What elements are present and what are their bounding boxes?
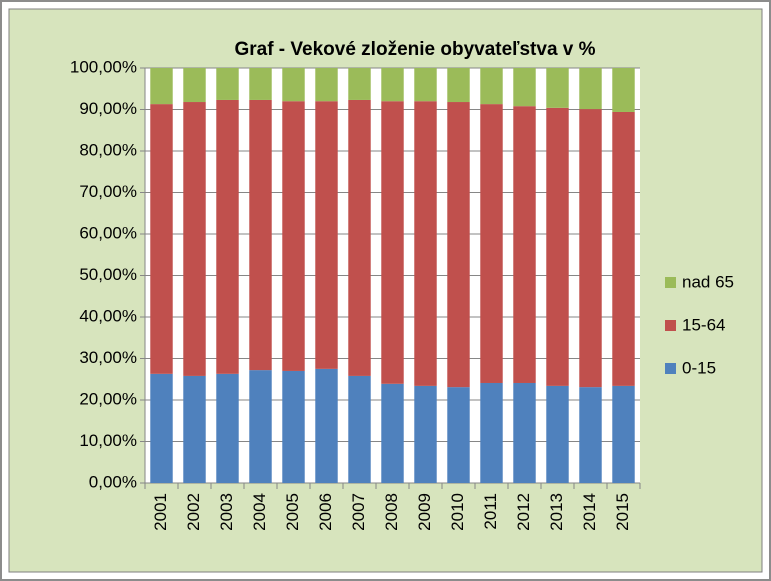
bar-segment	[546, 68, 569, 108]
bar-segment	[249, 370, 272, 483]
bar-segment	[183, 102, 206, 376]
legend-swatch	[665, 320, 676, 331]
legend-swatch	[665, 277, 676, 288]
bar-segment	[513, 382, 536, 483]
bar-segment	[579, 387, 602, 483]
y-tick-label: 100,00%	[70, 57, 137, 76]
bar-segment	[414, 68, 437, 102]
bar-segment	[315, 101, 338, 369]
bar-segment	[414, 385, 437, 483]
x-tick-label: 2006	[316, 493, 335, 531]
bar-segment	[447, 387, 470, 483]
y-tick-label: 50,00%	[79, 265, 137, 284]
bar-segment	[282, 101, 305, 371]
bar-segment	[150, 68, 173, 105]
x-tick-label: 2004	[250, 493, 269, 531]
legend-swatch	[665, 363, 676, 374]
bar-segment	[513, 68, 536, 107]
legend-label: 0-15	[682, 358, 716, 377]
bar-segment	[249, 68, 272, 100]
bar-segment	[546, 107, 569, 386]
bar-segment	[447, 68, 470, 103]
bar-segment	[315, 68, 338, 102]
bar-segment	[282, 370, 305, 483]
bar-segment	[480, 68, 503, 105]
x-tick-label: 2003	[217, 493, 236, 531]
bar-segment	[513, 106, 536, 383]
x-tick-label: 2015	[613, 493, 632, 531]
y-tick-label: 70,00%	[79, 182, 137, 201]
bar-segment	[612, 68, 635, 112]
x-tick-label: 2005	[283, 493, 302, 531]
bar-segment	[216, 373, 239, 483]
bar-segment	[480, 104, 503, 383]
bar-segment	[216, 68, 239, 100]
legend-label: 15-64	[682, 315, 725, 334]
bar-segment	[381, 68, 404, 102]
bar-segment	[348, 99, 371, 376]
bar-segment	[579, 109, 602, 388]
x-tick-label: 2011	[481, 493, 500, 530]
y-tick-label: 80,00%	[79, 140, 137, 159]
y-tick-label: 10,00%	[79, 431, 137, 450]
bar-segment	[381, 101, 404, 384]
bar-segment	[612, 111, 635, 386]
bar-segment	[150, 373, 173, 483]
bar-segment	[150, 104, 173, 374]
x-tick-label: 2002	[184, 493, 203, 531]
bar-segment	[315, 368, 338, 483]
bar-segment	[447, 102, 470, 388]
y-tick-label: 30,00%	[79, 348, 137, 367]
x-tick-label: 2007	[349, 493, 368, 531]
bar-segment	[249, 99, 272, 371]
bar-segment	[480, 382, 503, 483]
chart-title: Graf - Vekové zloženie obyvateľstva v %	[234, 39, 595, 60]
bar-segment	[183, 68, 206, 103]
y-tick-label: 0,00%	[89, 472, 137, 491]
x-tick-label: 2008	[382, 493, 401, 531]
y-tick-label: 90,00%	[79, 99, 137, 118]
y-tick-label: 20,00%	[79, 389, 137, 408]
legend-label: nad 65	[682, 272, 734, 291]
bar-segment	[381, 383, 404, 483]
bar-segment	[546, 385, 569, 483]
bar-segment	[612, 385, 635, 483]
bar-segment	[183, 375, 206, 483]
x-tick-label: 2009	[415, 493, 434, 531]
x-tick-label: 2010	[448, 493, 467, 531]
y-tick-label: 60,00%	[79, 223, 137, 242]
bar-segment	[282, 68, 305, 102]
y-tick-label: 40,00%	[79, 306, 137, 325]
x-tick-label: 2012	[514, 493, 533, 531]
x-tick-label: 2014	[580, 493, 599, 531]
bar-segment	[216, 99, 239, 374]
bar-segment	[348, 68, 371, 100]
bar-segment	[348, 375, 371, 483]
x-tick-label: 2001	[151, 493, 170, 531]
bar-segment	[414, 101, 437, 386]
bar-segment	[579, 68, 602, 110]
x-tick-label: 2013	[547, 493, 566, 531]
